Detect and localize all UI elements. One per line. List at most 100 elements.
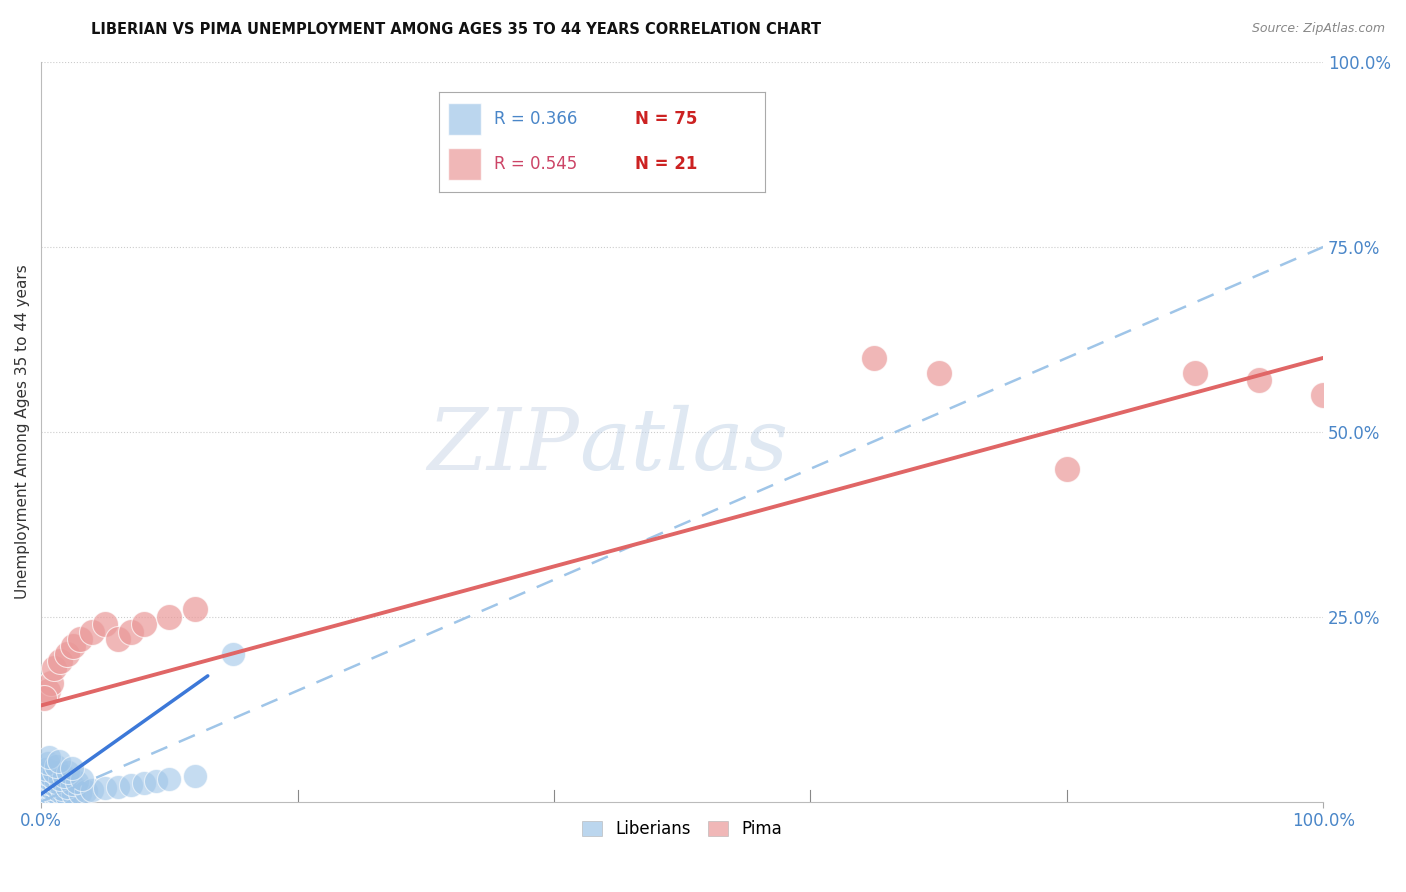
Point [49, 654, 72, 668]
Point [863, 351, 886, 365]
Point [184, 769, 207, 783]
Point [48, 784, 70, 798]
Point [49, 772, 72, 787]
Point [75, 784, 97, 798]
Point [60, 777, 83, 791]
Point [94, 617, 117, 632]
Point [928, 366, 950, 380]
Text: ZIP: ZIP [427, 405, 579, 488]
Point [39, 782, 62, 797]
Point [37, 790, 59, 805]
Point [42, 778, 65, 792]
Point [94, 781, 117, 796]
Point [35, 792, 58, 806]
Point [41, 789, 63, 803]
Point [38, 789, 60, 804]
Text: Source: ZipAtlas.com: Source: ZipAtlas.com [1251, 22, 1385, 36]
Point [45, 775, 67, 789]
Point [35, 762, 58, 776]
Point [132, 776, 155, 790]
Point [37, 683, 59, 698]
Point [45, 786, 67, 800]
Point [42, 791, 65, 805]
Point [32, 778, 55, 792]
Text: atlas: atlas [579, 405, 789, 488]
Point [53, 789, 76, 804]
Point [37, 776, 59, 790]
Point [31, 791, 53, 805]
Point [34, 790, 56, 805]
Point [32, 788, 55, 802]
Point [34, 793, 56, 807]
Point [34, 789, 56, 803]
Point [38, 772, 60, 787]
Point [145, 773, 167, 788]
Point [45, 759, 67, 773]
Point [38, 793, 60, 807]
Point [31, 789, 53, 804]
Point [34, 782, 56, 797]
Point [107, 780, 129, 794]
Point [41, 780, 63, 795]
Point [32, 783, 55, 797]
Legend: Liberians, Pima: Liberians, Pima [575, 814, 789, 845]
Point [1247, 373, 1270, 387]
Point [39, 790, 62, 805]
Point [51, 782, 73, 797]
Point [1184, 366, 1206, 380]
Point [70, 772, 93, 787]
Point [82, 624, 104, 639]
Point [42, 764, 65, 779]
Point [39, 794, 62, 808]
Point [37, 785, 59, 799]
Point [82, 782, 104, 797]
Point [55, 647, 77, 661]
Point [120, 778, 142, 792]
Point [55, 789, 77, 803]
Point [34, 787, 56, 801]
Point [42, 787, 65, 801]
Point [41, 792, 63, 806]
Point [55, 780, 77, 794]
Point [69, 786, 91, 800]
Point [38, 750, 60, 764]
Point [1056, 462, 1078, 476]
Point [35, 779, 58, 793]
Point [34, 766, 56, 780]
Point [53, 769, 76, 783]
Point [32, 774, 55, 789]
Text: LIBERIAN VS PIMA UNEMPLOYMENT AMONG AGES 35 TO 44 YEARS CORRELATION CHART: LIBERIAN VS PIMA UNEMPLOYMENT AMONG AGES… [91, 22, 821, 37]
Point [41, 676, 63, 690]
Point [157, 772, 180, 787]
Point [184, 602, 207, 616]
Point [34, 784, 56, 798]
Point [48, 754, 70, 768]
Point [37, 756, 59, 771]
Point [32, 794, 55, 808]
Point [31, 786, 53, 800]
Point [30, 795, 52, 809]
Point [45, 790, 67, 805]
Point [62, 787, 84, 801]
Point [107, 632, 129, 646]
Point [35, 787, 58, 801]
Point [132, 617, 155, 632]
Point [69, 632, 91, 646]
Point [66, 774, 89, 789]
Point [157, 609, 180, 624]
Point [34, 771, 56, 785]
Point [49, 790, 72, 805]
Point [62, 640, 84, 654]
Point [56, 764, 79, 779]
Point [41, 769, 63, 783]
Point [41, 793, 63, 807]
Point [42, 661, 65, 675]
Point [37, 794, 59, 808]
Point [32, 790, 55, 805]
Point [32, 691, 55, 706]
Point [222, 647, 245, 661]
Point [31, 781, 53, 796]
Point [120, 624, 142, 639]
Y-axis label: Unemployment Among Ages 35 to 44 years: Unemployment Among Ages 35 to 44 years [15, 265, 30, 599]
Point [60, 761, 83, 775]
